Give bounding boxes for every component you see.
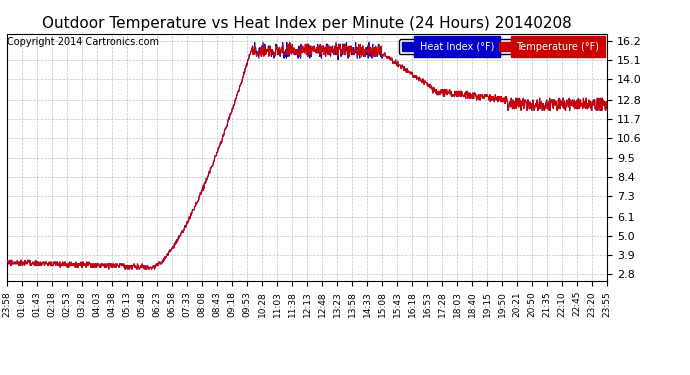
Text: Copyright 2014 Cartronics.com: Copyright 2014 Cartronics.com <box>7 37 159 47</box>
Legend: Heat Index (°F), Temperature (°F): Heat Index (°F), Temperature (°F) <box>400 39 602 54</box>
Title: Outdoor Temperature vs Heat Index per Minute (24 Hours) 20140208: Outdoor Temperature vs Heat Index per Mi… <box>42 16 572 31</box>
